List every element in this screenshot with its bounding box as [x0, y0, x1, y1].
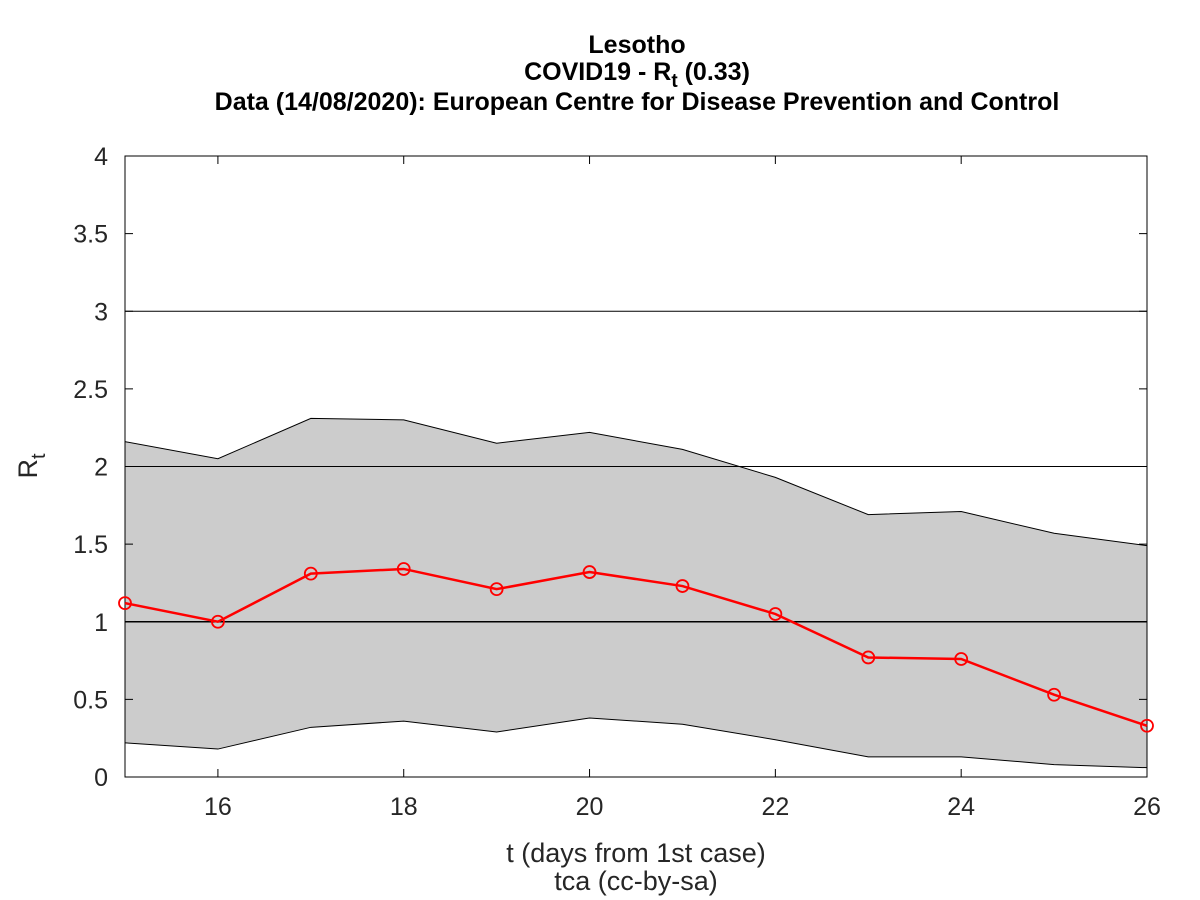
rt-point [211, 614, 225, 629]
x-tick-label: 16 [204, 793, 232, 821]
y-tick-label: 1.5 [73, 531, 108, 559]
rt-point [582, 565, 597, 579]
y-tick-label: 3 [94, 298, 108, 326]
x-tick-label: 22 [761, 793, 789, 821]
axes-frame [124, 155, 1148, 778]
chart-title-country: Lesotho [588, 31, 685, 59]
rt-line [124, 567, 1148, 727]
rt-point [768, 607, 783, 621]
rt-point [303, 566, 318, 581]
y-tick-label: 1 [94, 609, 108, 637]
y-tick-label: 2.5 [73, 376, 108, 404]
x-tick-label: 24 [947, 793, 975, 821]
lower-bound-line [124, 717, 1148, 769]
rt-point [861, 650, 876, 665]
confidence-band-layer [124, 417, 1148, 769]
credit-label: tca (cc-by-sa) [554, 866, 718, 896]
y-tick-label: 0.5 [73, 686, 108, 714]
y-tick-label: 0 [94, 764, 108, 792]
confidence-band [125, 418, 1147, 768]
x-axis-label: t (days from 1st case) [506, 838, 766, 868]
x-tick-label: 26 [1133, 793, 1161, 821]
chart-title-source: Data (14/08/2020): European Centre for D… [215, 88, 1060, 116]
tick-labels-layer: 16 18 20 22 24 26 0 0.5 1 1.5 2 2.5 3 3.5 4 [73, 143, 1161, 821]
rt-point [396, 562, 411, 576]
rt-point [1140, 718, 1154, 733]
y-tick-label: 2 [94, 454, 108, 482]
rt-point [118, 596, 132, 611]
chart-title-metric: COVID19 - Rt (0.33) [524, 58, 750, 92]
y-tick-label: 4 [94, 143, 108, 171]
rt-point [954, 652, 969, 666]
reference-lines-layer [125, 310, 1147, 623]
x-tick-label: 18 [390, 793, 418, 821]
y-axis-label: Rt [13, 453, 50, 479]
rt-point [1047, 687, 1061, 702]
x-tick-label: 20 [576, 793, 604, 821]
y-tick-label: 3.5 [73, 221, 108, 249]
rt-series-layer [118, 562, 1154, 733]
rt-point [489, 582, 504, 597]
rt-point [675, 579, 690, 593]
upper-bound-line [124, 417, 1148, 547]
